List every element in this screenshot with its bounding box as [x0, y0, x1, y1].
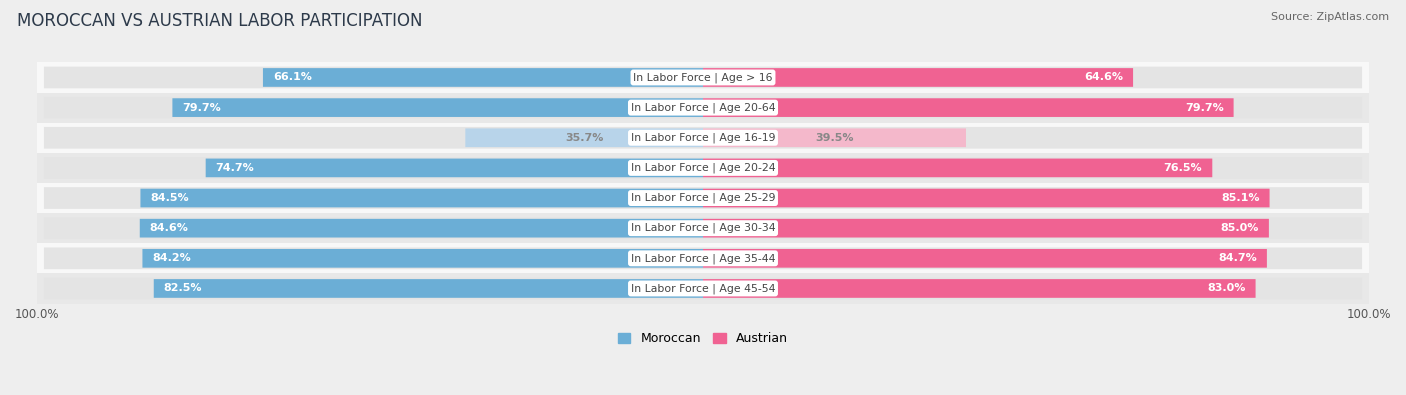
FancyBboxPatch shape [703, 67, 1362, 88]
Text: In Labor Force | Age 25-29: In Labor Force | Age 25-29 [631, 193, 775, 203]
Legend: Moroccan, Austrian: Moroccan, Austrian [613, 327, 793, 350]
Text: In Labor Force | Age 35-44: In Labor Force | Age 35-44 [631, 253, 775, 263]
Bar [37, 273, 1369, 303]
Text: 64.6%: 64.6% [1084, 72, 1123, 83]
FancyBboxPatch shape [703, 187, 1362, 209]
FancyBboxPatch shape [44, 217, 703, 239]
FancyBboxPatch shape [44, 97, 703, 118]
FancyBboxPatch shape [44, 127, 703, 149]
Text: 83.0%: 83.0% [1208, 284, 1246, 293]
Bar [37, 183, 1369, 213]
FancyBboxPatch shape [141, 189, 703, 207]
Text: 39.5%: 39.5% [815, 133, 853, 143]
Text: In Labor Force | Age > 16: In Labor Force | Age > 16 [633, 72, 773, 83]
Text: 79.7%: 79.7% [183, 103, 221, 113]
Text: 76.5%: 76.5% [1164, 163, 1202, 173]
Text: 84.5%: 84.5% [150, 193, 188, 203]
FancyBboxPatch shape [703, 98, 1233, 117]
Text: 84.2%: 84.2% [152, 253, 191, 263]
Text: In Labor Force | Age 20-24: In Labor Force | Age 20-24 [631, 163, 775, 173]
Text: In Labor Force | Age 45-54: In Labor Force | Age 45-54 [631, 283, 775, 294]
Text: 84.7%: 84.7% [1218, 253, 1257, 263]
FancyBboxPatch shape [44, 187, 703, 209]
FancyBboxPatch shape [173, 98, 703, 117]
Text: In Labor Force | Age 16-19: In Labor Force | Age 16-19 [631, 132, 775, 143]
Text: 79.7%: 79.7% [1185, 103, 1223, 113]
FancyBboxPatch shape [205, 158, 703, 177]
Text: MOROCCAN VS AUSTRIAN LABOR PARTICIPATION: MOROCCAN VS AUSTRIAN LABOR PARTICIPATION [17, 12, 422, 30]
FancyBboxPatch shape [703, 217, 1362, 239]
FancyBboxPatch shape [263, 68, 703, 87]
FancyBboxPatch shape [142, 249, 703, 268]
Bar [37, 62, 1369, 92]
Bar [37, 213, 1369, 243]
FancyBboxPatch shape [44, 278, 703, 299]
FancyBboxPatch shape [703, 127, 1362, 149]
FancyBboxPatch shape [703, 249, 1267, 268]
Text: 84.6%: 84.6% [150, 223, 188, 233]
FancyBboxPatch shape [153, 279, 703, 298]
Text: 82.5%: 82.5% [163, 284, 202, 293]
FancyBboxPatch shape [465, 128, 703, 147]
FancyBboxPatch shape [44, 67, 703, 88]
Text: 85.1%: 85.1% [1220, 193, 1260, 203]
FancyBboxPatch shape [703, 279, 1256, 298]
Text: 74.7%: 74.7% [215, 163, 254, 173]
Bar [37, 123, 1369, 153]
Text: 35.7%: 35.7% [565, 133, 603, 143]
FancyBboxPatch shape [703, 128, 966, 147]
Bar [37, 153, 1369, 183]
FancyBboxPatch shape [703, 97, 1362, 118]
Text: 66.1%: 66.1% [273, 72, 312, 83]
FancyBboxPatch shape [703, 248, 1362, 269]
FancyBboxPatch shape [703, 157, 1362, 179]
FancyBboxPatch shape [44, 248, 703, 269]
FancyBboxPatch shape [703, 189, 1270, 207]
Bar [37, 92, 1369, 123]
Bar [37, 243, 1369, 273]
FancyBboxPatch shape [44, 157, 703, 179]
Text: In Labor Force | Age 30-34: In Labor Force | Age 30-34 [631, 223, 775, 233]
FancyBboxPatch shape [139, 219, 703, 237]
Text: Source: ZipAtlas.com: Source: ZipAtlas.com [1271, 12, 1389, 22]
Text: 85.0%: 85.0% [1220, 223, 1258, 233]
FancyBboxPatch shape [703, 278, 1362, 299]
Text: In Labor Force | Age 20-64: In Labor Force | Age 20-64 [631, 102, 775, 113]
FancyBboxPatch shape [703, 158, 1212, 177]
FancyBboxPatch shape [703, 219, 1268, 237]
FancyBboxPatch shape [703, 68, 1133, 87]
